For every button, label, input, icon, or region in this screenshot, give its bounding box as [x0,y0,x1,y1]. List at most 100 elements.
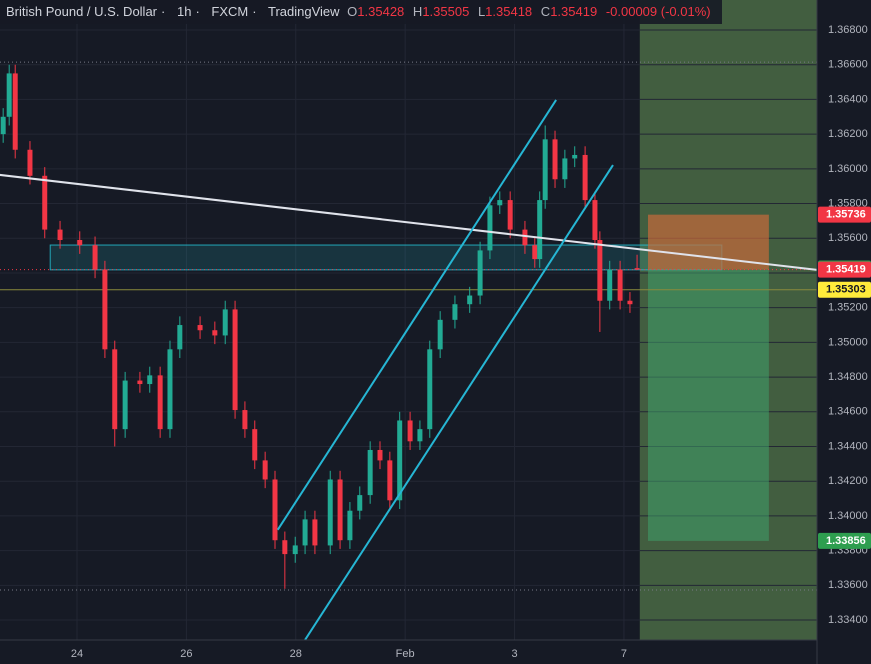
x-tick-label: 24 [71,648,83,660]
candle-body [337,479,343,541]
candle-body [242,410,248,430]
candle-body [397,420,403,501]
candle-body [467,295,473,305]
trend-line [276,99,557,531]
y-tick-label: 1.35800 [828,197,868,209]
candle-body [542,139,548,201]
legend-header: British Pound / U.S. Dollar · 1h · FXCM · T… [0,0,722,24]
candle-body [12,73,18,150]
price-tag-label: 1.35419 [826,264,866,276]
candle-body [137,380,143,385]
candle-body [327,479,333,546]
candle-body [147,375,153,385]
candle-body [572,154,578,159]
y-tick-label: 1.35200 [828,302,868,314]
y-tick-label: 1.33400 [828,614,868,626]
y-tick-label: 1.34600 [828,406,868,418]
candle-body [77,240,83,246]
ohlc-value: 1.35505 [422,4,470,19]
trend-line [304,164,614,641]
y-tick-label: 1.34400 [828,440,868,452]
candle-body [592,200,598,240]
candle-body [367,449,373,496]
candle-body [477,250,483,296]
ohlc-key: C [540,4,551,19]
candle-body [282,540,288,555]
time-axis [0,640,817,664]
y-tick-label: 1.36400 [828,93,868,105]
candle-body [627,300,633,305]
price-tag [818,261,871,278]
candle-body [262,460,268,480]
x-tick-label: 3 [511,648,517,660]
candle-body [552,139,558,180]
candle-body [634,268,640,270]
candle-body [157,375,163,430]
ohlc-value: 1.35428 [357,4,405,19]
candle-body [177,325,183,350]
candle-body [532,245,538,260]
trend-line [0,173,818,271]
exchange: FXCM [211,4,249,19]
candle-body [92,245,98,270]
y-tick-label: 1.34800 [828,371,868,383]
candle-body [497,200,503,206]
target-zone [647,269,769,541]
candle-body [42,175,48,230]
y-tick-label: 1.34000 [828,510,868,522]
ohlc-key: O [347,4,358,19]
candle-body [6,73,12,117]
y-tick-label: 1.35600 [828,232,868,244]
candle-body [167,349,173,430]
candle-body [407,420,413,442]
y-tick-label: 1.36200 [828,128,868,140]
candle-body [537,200,543,260]
candle-body [607,269,613,301]
candle-body [232,309,238,411]
candle-body [357,495,363,511]
y-tick-label: 1.36600 [828,59,868,71]
candle-body [57,229,63,240]
candle-body [112,349,118,430]
interval: 1h [176,4,192,19]
separator: · [252,4,257,19]
price-tag-label: 1.35736 [826,209,866,221]
candle-body [507,200,513,230]
candle-body [617,269,623,301]
candle-body [252,429,258,461]
source: TradingView [268,4,340,19]
ohlc-key: H [412,4,423,19]
y-tick-label: 1.34200 [828,475,868,487]
x-tick-label: 28 [290,648,302,660]
candle-body [312,519,318,546]
candle-body [197,325,203,331]
price-tag [818,532,871,549]
candle-body [222,309,228,336]
zone [49,244,723,271]
candle-body [487,205,493,251]
candle-body [0,116,6,135]
candle-body [27,149,33,176]
candle-body [302,519,308,546]
candle-body [377,449,383,461]
x-tick-label: 26 [180,648,192,660]
price-tag [818,206,871,223]
candle-body [387,460,393,501]
x-tick-label: Feb [396,648,415,660]
stop-zone [647,214,769,270]
candle-body [427,349,433,430]
candle-body [347,510,353,541]
ohlc-value: 1.35419 [550,4,598,19]
candle-body [122,380,128,430]
candle-body [102,269,108,350]
price-axis [817,0,871,664]
y-tick-label: 1.33600 [828,579,868,591]
candle-body [417,429,423,442]
change: -0.00009 (-0.01%) [605,4,711,19]
price-tag-label: 1.33856 [826,535,866,547]
symbol-title: British Pound / U.S. Dollar [6,4,158,19]
candle-body [272,479,278,541]
candle-body [437,319,443,350]
